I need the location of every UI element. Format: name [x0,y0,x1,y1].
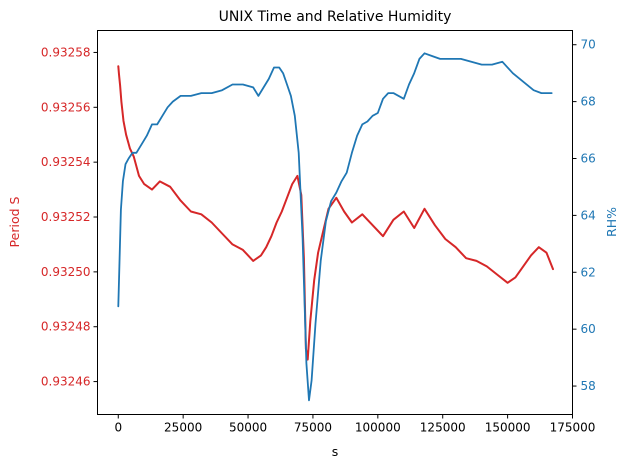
x-tick-label: 0 [114,421,122,435]
left-tick-label: 0.93256 [41,100,91,114]
left-tick-label: 0.93250 [41,265,91,279]
x-tick-label: 125000 [420,421,466,435]
right-tick-label: 58 [581,379,596,393]
x-tick-label: 50000 [229,421,267,435]
left-axis-ticks: 0.93246 0.93248 0.93250 0.93252 0.93254 0.932… [41,45,98,389]
chart-title: UNIX Time and Relative Humidity [219,9,452,25]
period-series-line [117,65,554,361]
x-axis-ticks: 0 25000 50000 75000 100000 125000 150000 175000 [114,414,596,435]
rh-series-line [117,52,553,402]
x-tick-label: 25000 [164,421,202,435]
left-tick-label: 0.93254 [41,155,91,169]
right-axis-ticks: 58 60 62 64 66 68 70 [572,38,596,393]
series-layer [117,52,554,402]
right-tick-label: 68 [581,95,596,109]
x-tick-label: 100000 [355,421,401,435]
left-tick-label: 0.93246 [41,375,91,389]
left-tick-label: 0.93258 [41,45,91,59]
right-tick-label: 64 [581,208,596,222]
plot-frame [97,30,573,415]
right-tick-label: 62 [581,265,596,279]
left-axis-label: Period S [7,196,22,247]
x-tick-label: 175000 [550,421,596,435]
x-tick-label: 75000 [294,421,332,435]
right-tick-label: 70 [581,38,596,52]
right-tick-label: 66 [581,152,596,166]
left-tick-label: 0.93248 [41,320,91,334]
x-axis-label: s [332,444,339,459]
left-tick-label: 0.93252 [41,210,91,224]
x-tick-label: 150000 [485,421,531,435]
right-tick-label: 60 [581,322,596,336]
right-axis-label: RH% [604,207,619,237]
